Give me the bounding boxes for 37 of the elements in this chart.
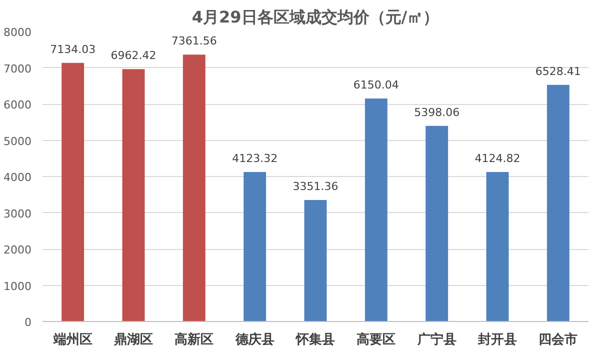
data-label: 7134.03 xyxy=(50,42,96,56)
y-tick-label: 3000 xyxy=(4,207,32,220)
data-label: 6150.04 xyxy=(353,78,399,92)
x-tick-label: 高新区 xyxy=(174,332,214,348)
data-label: 5398.06 xyxy=(414,106,460,119)
x-tick-label: 高要区 xyxy=(356,332,396,348)
bar xyxy=(364,98,388,322)
bar xyxy=(426,126,448,322)
data-label: 7361.56 xyxy=(171,34,217,48)
y-tick-label: 1000 xyxy=(4,280,32,293)
bar xyxy=(182,54,206,322)
data-label: 3351.36 xyxy=(292,180,338,194)
y-tick-label: 2000 xyxy=(4,244,32,256)
y-tick-label: 8000 xyxy=(4,26,32,39)
x-tick-label: 端州区 xyxy=(52,332,92,348)
bar xyxy=(486,172,509,322)
x-tick-label: 德庆县 xyxy=(234,332,274,348)
x-tick-label: 广宁县 xyxy=(416,332,456,348)
bar xyxy=(546,84,570,322)
y-tick-label: 4000 xyxy=(4,171,32,184)
data-label: 6962.42 xyxy=(110,49,156,62)
bar xyxy=(122,69,145,322)
data-label: 4123.32 xyxy=(232,152,278,166)
y-tick-label: 5000 xyxy=(4,134,32,148)
x-tick-label: 封开县 xyxy=(477,332,517,348)
bar xyxy=(304,200,327,322)
bar xyxy=(62,62,84,322)
y-tick-label: 7000 xyxy=(4,62,32,76)
chart-title: 4月29日各区域成交均价（元/㎡） xyxy=(192,8,440,26)
data-label: 6528.41 xyxy=(535,64,581,78)
x-tick-label: 怀集县 xyxy=(295,332,335,348)
y-tick-label: 0 xyxy=(24,316,32,329)
data-label: 4124.82 xyxy=(474,152,520,165)
x-tick-label: 鼎湖区 xyxy=(113,332,153,348)
bar xyxy=(244,172,266,322)
y-tick-label: 6000 xyxy=(4,98,32,112)
x-tick-label: 四会市 xyxy=(538,332,578,348)
